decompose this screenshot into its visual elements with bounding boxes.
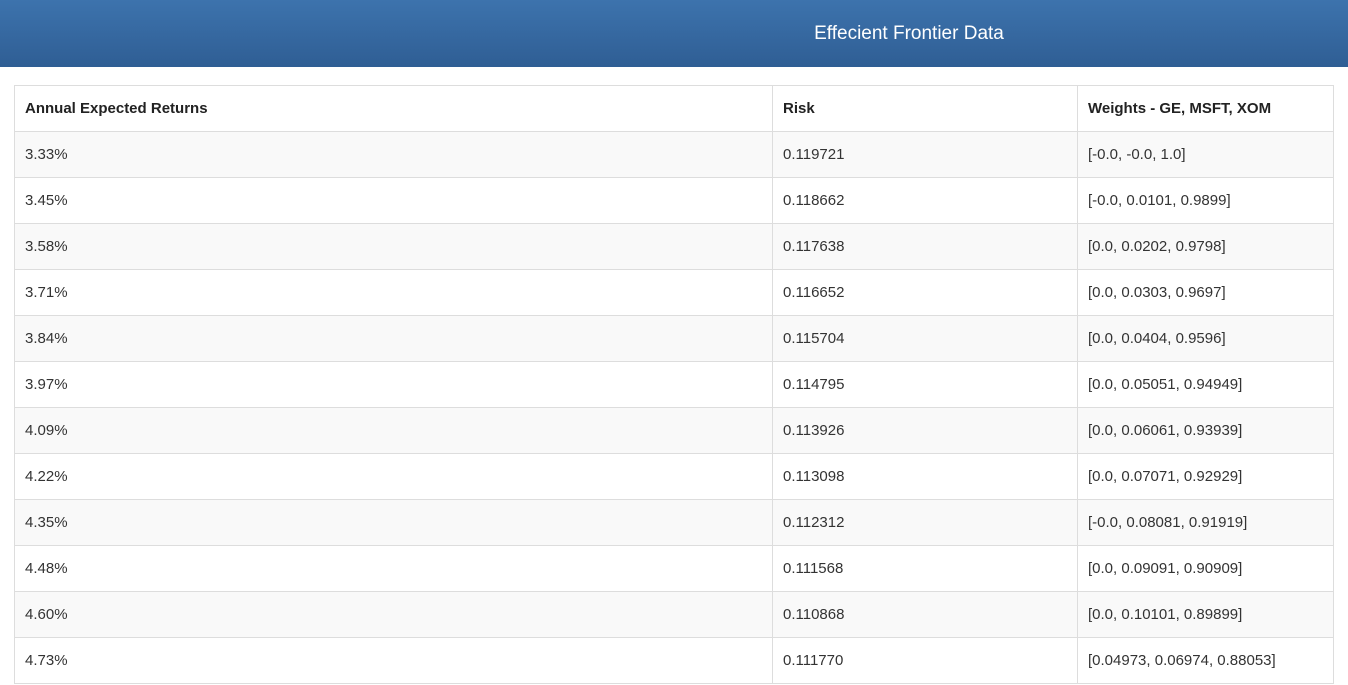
frontier-table: Annual Expected Returns Risk Weights - G… xyxy=(14,85,1334,684)
cell-returns: 4.35% xyxy=(15,500,773,546)
cell-returns: 3.33% xyxy=(15,132,773,178)
cell-risk: 0.110868 xyxy=(773,592,1078,638)
cell-risk: 0.113926 xyxy=(773,408,1078,454)
cell-risk: 0.119721 xyxy=(773,132,1078,178)
cell-risk: 0.117638 xyxy=(773,224,1078,270)
col-header-weights: Weights - GE, MSFT, XOM xyxy=(1078,86,1334,132)
table-row: 3.71%0.116652[0.0, 0.0303, 0.9697] xyxy=(15,270,1334,316)
table-row: 3.33%0.119721[-0.0, -0.0, 1.0] xyxy=(15,132,1334,178)
table-row: 4.09%0.113926[0.0, 0.06061, 0.93939] xyxy=(15,408,1334,454)
table-row: 4.60%0.110868[0.0, 0.10101, 0.89899] xyxy=(15,592,1334,638)
cell-weights: [0.0, 0.0202, 0.9798] xyxy=(1078,224,1334,270)
table-row: 3.58%0.117638[0.0, 0.0202, 0.9798] xyxy=(15,224,1334,270)
cell-weights: [0.0, 0.10101, 0.89899] xyxy=(1078,592,1334,638)
cell-weights: [0.0, 0.06061, 0.93939] xyxy=(1078,408,1334,454)
cell-weights: [0.0, 0.05051, 0.94949] xyxy=(1078,362,1334,408)
cell-weights: [0.04973, 0.06974, 0.88053] xyxy=(1078,638,1334,684)
page-header: Effecient Frontier Data xyxy=(0,0,1348,67)
cell-weights: [-0.0, -0.0, 1.0] xyxy=(1078,132,1334,178)
cell-returns: 4.48% xyxy=(15,546,773,592)
cell-weights: [-0.0, 0.08081, 0.91919] xyxy=(1078,500,1334,546)
table-container: Annual Expected Returns Risk Weights - G… xyxy=(0,67,1348,684)
cell-returns: 3.97% xyxy=(15,362,773,408)
cell-returns: 4.09% xyxy=(15,408,773,454)
cell-risk: 0.118662 xyxy=(773,178,1078,224)
cell-returns: 3.58% xyxy=(15,224,773,270)
cell-weights: [-0.0, 0.0101, 0.9899] xyxy=(1078,178,1334,224)
cell-risk: 0.112312 xyxy=(773,500,1078,546)
cell-weights: [0.0, 0.0303, 0.9697] xyxy=(1078,270,1334,316)
cell-weights: [0.0, 0.0404, 0.9596] xyxy=(1078,316,1334,362)
table-row: 4.48%0.111568[0.0, 0.09091, 0.90909] xyxy=(15,546,1334,592)
cell-risk: 0.113098 xyxy=(773,454,1078,500)
cell-risk: 0.114795 xyxy=(773,362,1078,408)
cell-returns: 4.22% xyxy=(15,454,773,500)
table-row: 3.45%0.118662[-0.0, 0.0101, 0.9899] xyxy=(15,178,1334,224)
page-title: Effecient Frontier Data xyxy=(814,23,1004,45)
cell-weights: [0.0, 0.07071, 0.92929] xyxy=(1078,454,1334,500)
cell-risk: 0.111568 xyxy=(773,546,1078,592)
table-row: 3.84%0.115704[0.0, 0.0404, 0.9596] xyxy=(15,316,1334,362)
table-header-row: Annual Expected Returns Risk Weights - G… xyxy=(15,86,1334,132)
cell-returns: 3.45% xyxy=(15,178,773,224)
col-header-risk: Risk xyxy=(773,86,1078,132)
table-row: 4.73%0.111770[0.04973, 0.06974, 0.88053] xyxy=(15,638,1334,684)
cell-returns: 4.60% xyxy=(15,592,773,638)
table-row: 4.22%0.113098[0.0, 0.07071, 0.92929] xyxy=(15,454,1334,500)
cell-risk: 0.116652 xyxy=(773,270,1078,316)
cell-returns: 3.84% xyxy=(15,316,773,362)
cell-returns: 3.71% xyxy=(15,270,773,316)
cell-risk: 0.115704 xyxy=(773,316,1078,362)
cell-risk: 0.111770 xyxy=(773,638,1078,684)
cell-returns: 4.73% xyxy=(15,638,773,684)
table-row: 4.35%0.112312[-0.0, 0.08081, 0.91919] xyxy=(15,500,1334,546)
table-row: 3.97%0.114795[0.0, 0.05051, 0.94949] xyxy=(15,362,1334,408)
cell-weights: [0.0, 0.09091, 0.90909] xyxy=(1078,546,1334,592)
table-body: 3.33%0.119721[-0.0, -0.0, 1.0]3.45%0.118… xyxy=(15,132,1334,684)
col-header-returns: Annual Expected Returns xyxy=(15,86,773,132)
